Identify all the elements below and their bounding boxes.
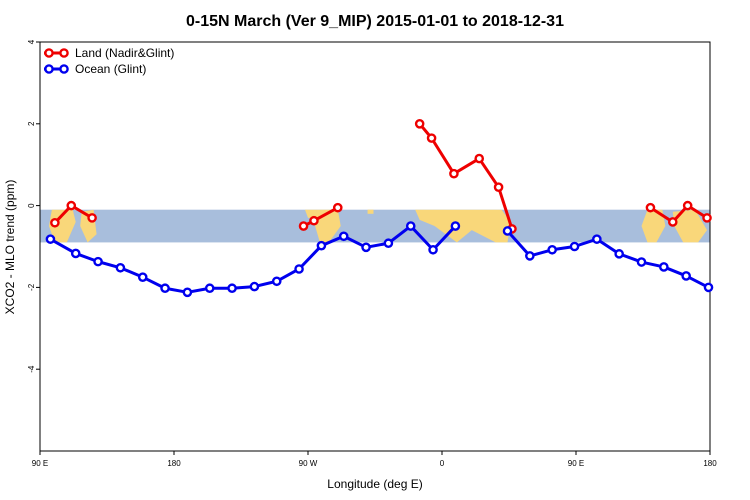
data-point — [592, 234, 602, 244]
legend-label: Land (Nadir&Glint) — [75, 46, 174, 60]
y-axis-label: XCO2 - MLO trend (ppm) — [3, 180, 17, 315]
y-tick-label: -2 — [27, 283, 36, 291]
data-point — [681, 271, 691, 281]
land-shape — [367, 209, 374, 214]
legend-marker — [59, 48, 69, 58]
data-point — [66, 200, 77, 211]
data-point — [383, 238, 394, 249]
data-point — [182, 287, 193, 298]
data-point — [426, 133, 437, 143]
x-tick-label: 180 — [167, 459, 181, 468]
data-point — [70, 248, 81, 259]
data-point — [361, 242, 371, 253]
y-tick-label: -4 — [27, 365, 36, 373]
x-tick-label: 90 W — [299, 459, 318, 468]
y-tick-label: 4 — [27, 39, 36, 44]
data-point — [204, 283, 215, 294]
data-point — [115, 262, 126, 273]
x-tick-label: 180 — [703, 459, 717, 468]
data-point — [93, 256, 103, 267]
data-point — [160, 283, 170, 294]
data-point — [636, 257, 647, 267]
data-point — [645, 202, 656, 213]
data-point — [50, 217, 60, 228]
data-point — [414, 119, 425, 129]
data-point — [703, 282, 714, 293]
data-point — [449, 168, 459, 179]
y-axis: -4 -2 0 2 4 — [27, 39, 40, 373]
x-tick-label: 90 E — [568, 459, 584, 468]
land-shape — [672, 209, 708, 243]
data-point — [667, 217, 678, 227]
data-point — [702, 213, 712, 223]
data-point — [137, 272, 148, 282]
x-axis: 90 E 180 90 W 0 90 E 180 — [32, 451, 717, 468]
data-point — [614, 249, 624, 259]
data-point — [502, 226, 513, 236]
series-line — [506, 229, 710, 289]
data-point — [569, 241, 580, 252]
data-point — [659, 262, 669, 272]
data-point — [87, 213, 97, 223]
series-line — [649, 204, 708, 224]
legend-label: Ocean (Glint) — [75, 62, 146, 76]
data-point — [525, 251, 535, 261]
x-axis-label: Longitude (deg E) — [327, 477, 422, 491]
x-tick-label: 90 E — [32, 459, 48, 468]
data-point — [405, 221, 416, 231]
data-point — [249, 281, 260, 292]
legend-marker — [44, 64, 54, 74]
land-shape — [305, 209, 317, 218]
legend-marker — [59, 64, 69, 74]
series-layer — [45, 119, 714, 298]
plot-frame — [39, 41, 711, 452]
data-point — [682, 200, 693, 211]
data-point — [45, 234, 56, 244]
data-point — [493, 182, 504, 192]
data-point — [316, 240, 327, 251]
land-shape — [415, 209, 511, 243]
data-point — [309, 215, 319, 226]
data-point — [332, 202, 343, 213]
ocean-band — [40, 209, 710, 243]
data-point — [271, 276, 282, 287]
x-tick-label: 0 — [440, 459, 445, 468]
legend: Land (Nadir&Glint) Ocean (Glint) — [44, 46, 174, 76]
data-point — [294, 264, 304, 274]
data-point — [338, 231, 349, 242]
map-band — [40, 209, 710, 243]
data-point — [547, 244, 557, 255]
series-1 — [45, 221, 714, 298]
land-shape — [48, 209, 76, 243]
y-tick-label: 2 — [27, 121, 36, 126]
y-tick-label: 0 — [27, 203, 36, 208]
data-point — [450, 221, 461, 231]
data-point — [227, 283, 237, 294]
data-point — [428, 244, 438, 255]
chart-title: 0-15N March (Ver 9_MIP) 2015-01-01 to 20… — [186, 13, 564, 30]
land-shape — [641, 209, 666, 243]
data-point — [474, 153, 485, 164]
data-point — [298, 221, 309, 231]
legend-marker — [44, 48, 54, 58]
